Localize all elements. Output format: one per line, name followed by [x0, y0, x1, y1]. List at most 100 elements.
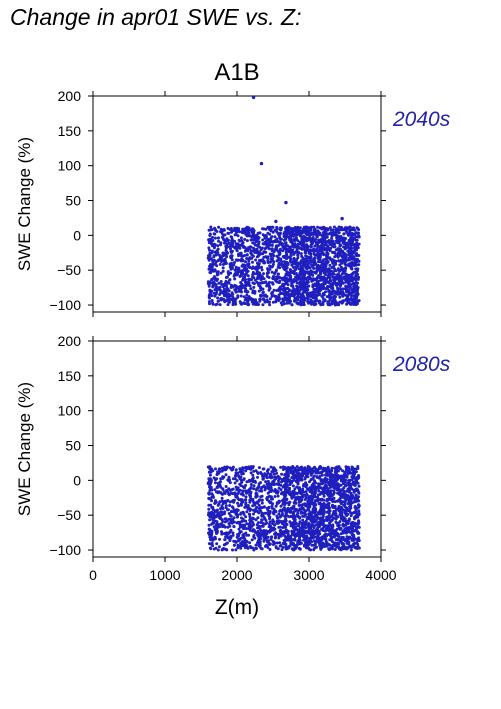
data-point — [317, 539, 321, 542]
data-point — [221, 488, 225, 491]
data-point — [289, 239, 293, 243]
data-point — [264, 235, 268, 239]
data-point — [349, 237, 353, 241]
data-point — [228, 488, 232, 492]
data-point — [295, 248, 299, 252]
data-point — [333, 466, 337, 470]
data-point — [243, 298, 247, 302]
data-point — [213, 262, 217, 266]
data-point — [210, 228, 214, 232]
data-point — [249, 287, 253, 291]
data-point — [312, 474, 316, 478]
data-point — [301, 487, 305, 491]
data-point — [210, 510, 214, 514]
data-point — [240, 230, 244, 234]
data-point — [271, 252, 275, 256]
period-label: 2040s — [392, 108, 451, 131]
data-point — [259, 293, 263, 297]
data-point — [224, 299, 228, 303]
data-point — [313, 290, 317, 294]
data-point — [289, 541, 293, 545]
data-point — [289, 260, 293, 264]
data-point — [255, 487, 259, 491]
data-point — [338, 251, 342, 255]
data-point — [263, 250, 267, 254]
data-point — [316, 523, 320, 527]
data-point — [321, 303, 325, 306]
data-point — [241, 466, 245, 470]
data-point — [316, 293, 320, 297]
data-point — [297, 274, 301, 277]
data-point — [251, 473, 255, 477]
data-point — [309, 298, 313, 302]
data-point — [315, 526, 319, 530]
data-point — [207, 470, 211, 474]
data-point — [322, 480, 326, 484]
data-point — [248, 277, 252, 281]
data-point — [279, 301, 283, 305]
scatter-points — [206, 465, 361, 552]
data-point — [218, 253, 221, 257]
data-point — [317, 489, 321, 493]
data-point — [244, 531, 248, 535]
data-point — [248, 245, 252, 249]
data-point — [258, 276, 262, 280]
data-point — [291, 234, 295, 238]
data-point — [271, 528, 275, 532]
data-point — [295, 290, 298, 294]
data-point — [334, 486, 338, 490]
data-point — [332, 264, 336, 268]
data-point — [235, 487, 239, 491]
data-point — [268, 286, 272, 290]
data-point — [264, 293, 267, 297]
data-point — [356, 242, 360, 246]
data-point — [333, 231, 337, 235]
data-point — [291, 533, 295, 536]
data-point — [342, 478, 346, 482]
data-point — [213, 488, 217, 492]
data-point — [260, 265, 263, 269]
data-point — [264, 246, 268, 250]
data-point — [357, 484, 361, 488]
data-point — [292, 466, 296, 470]
data-point — [285, 279, 289, 283]
data-point — [264, 529, 268, 533]
data-point — [273, 277, 277, 281]
data-point — [320, 268, 324, 272]
data-point — [293, 298, 297, 302]
data-point — [278, 233, 282, 236]
data-point — [210, 467, 213, 471]
data-point — [221, 507, 225, 510]
data-point — [208, 473, 212, 477]
data-point — [320, 520, 324, 524]
data-point — [261, 281, 265, 285]
data-point — [314, 297, 318, 301]
data-point — [211, 262, 215, 266]
data-point — [281, 255, 285, 259]
data-point — [217, 545, 221, 549]
data-point — [334, 283, 338, 287]
data-point — [260, 287, 264, 291]
data-point — [328, 506, 331, 510]
data-point — [229, 227, 233, 230]
data-point — [209, 538, 212, 542]
data-point — [270, 506, 274, 510]
data-point — [347, 258, 351, 261]
data-point — [297, 534, 301, 538]
data-point — [260, 268, 264, 272]
data-point — [316, 276, 320, 280]
data-point — [268, 520, 272, 524]
data-point — [264, 227, 268, 231]
data-point — [247, 522, 251, 526]
data-point — [296, 256, 300, 260]
data-point — [284, 545, 288, 549]
data-point — [209, 240, 213, 244]
data-point — [231, 533, 235, 537]
data-point — [255, 239, 259, 243]
data-point — [324, 231, 328, 235]
data-point — [265, 272, 269, 276]
data-point — [263, 240, 267, 244]
data-point — [219, 271, 223, 275]
data-point — [334, 544, 338, 548]
